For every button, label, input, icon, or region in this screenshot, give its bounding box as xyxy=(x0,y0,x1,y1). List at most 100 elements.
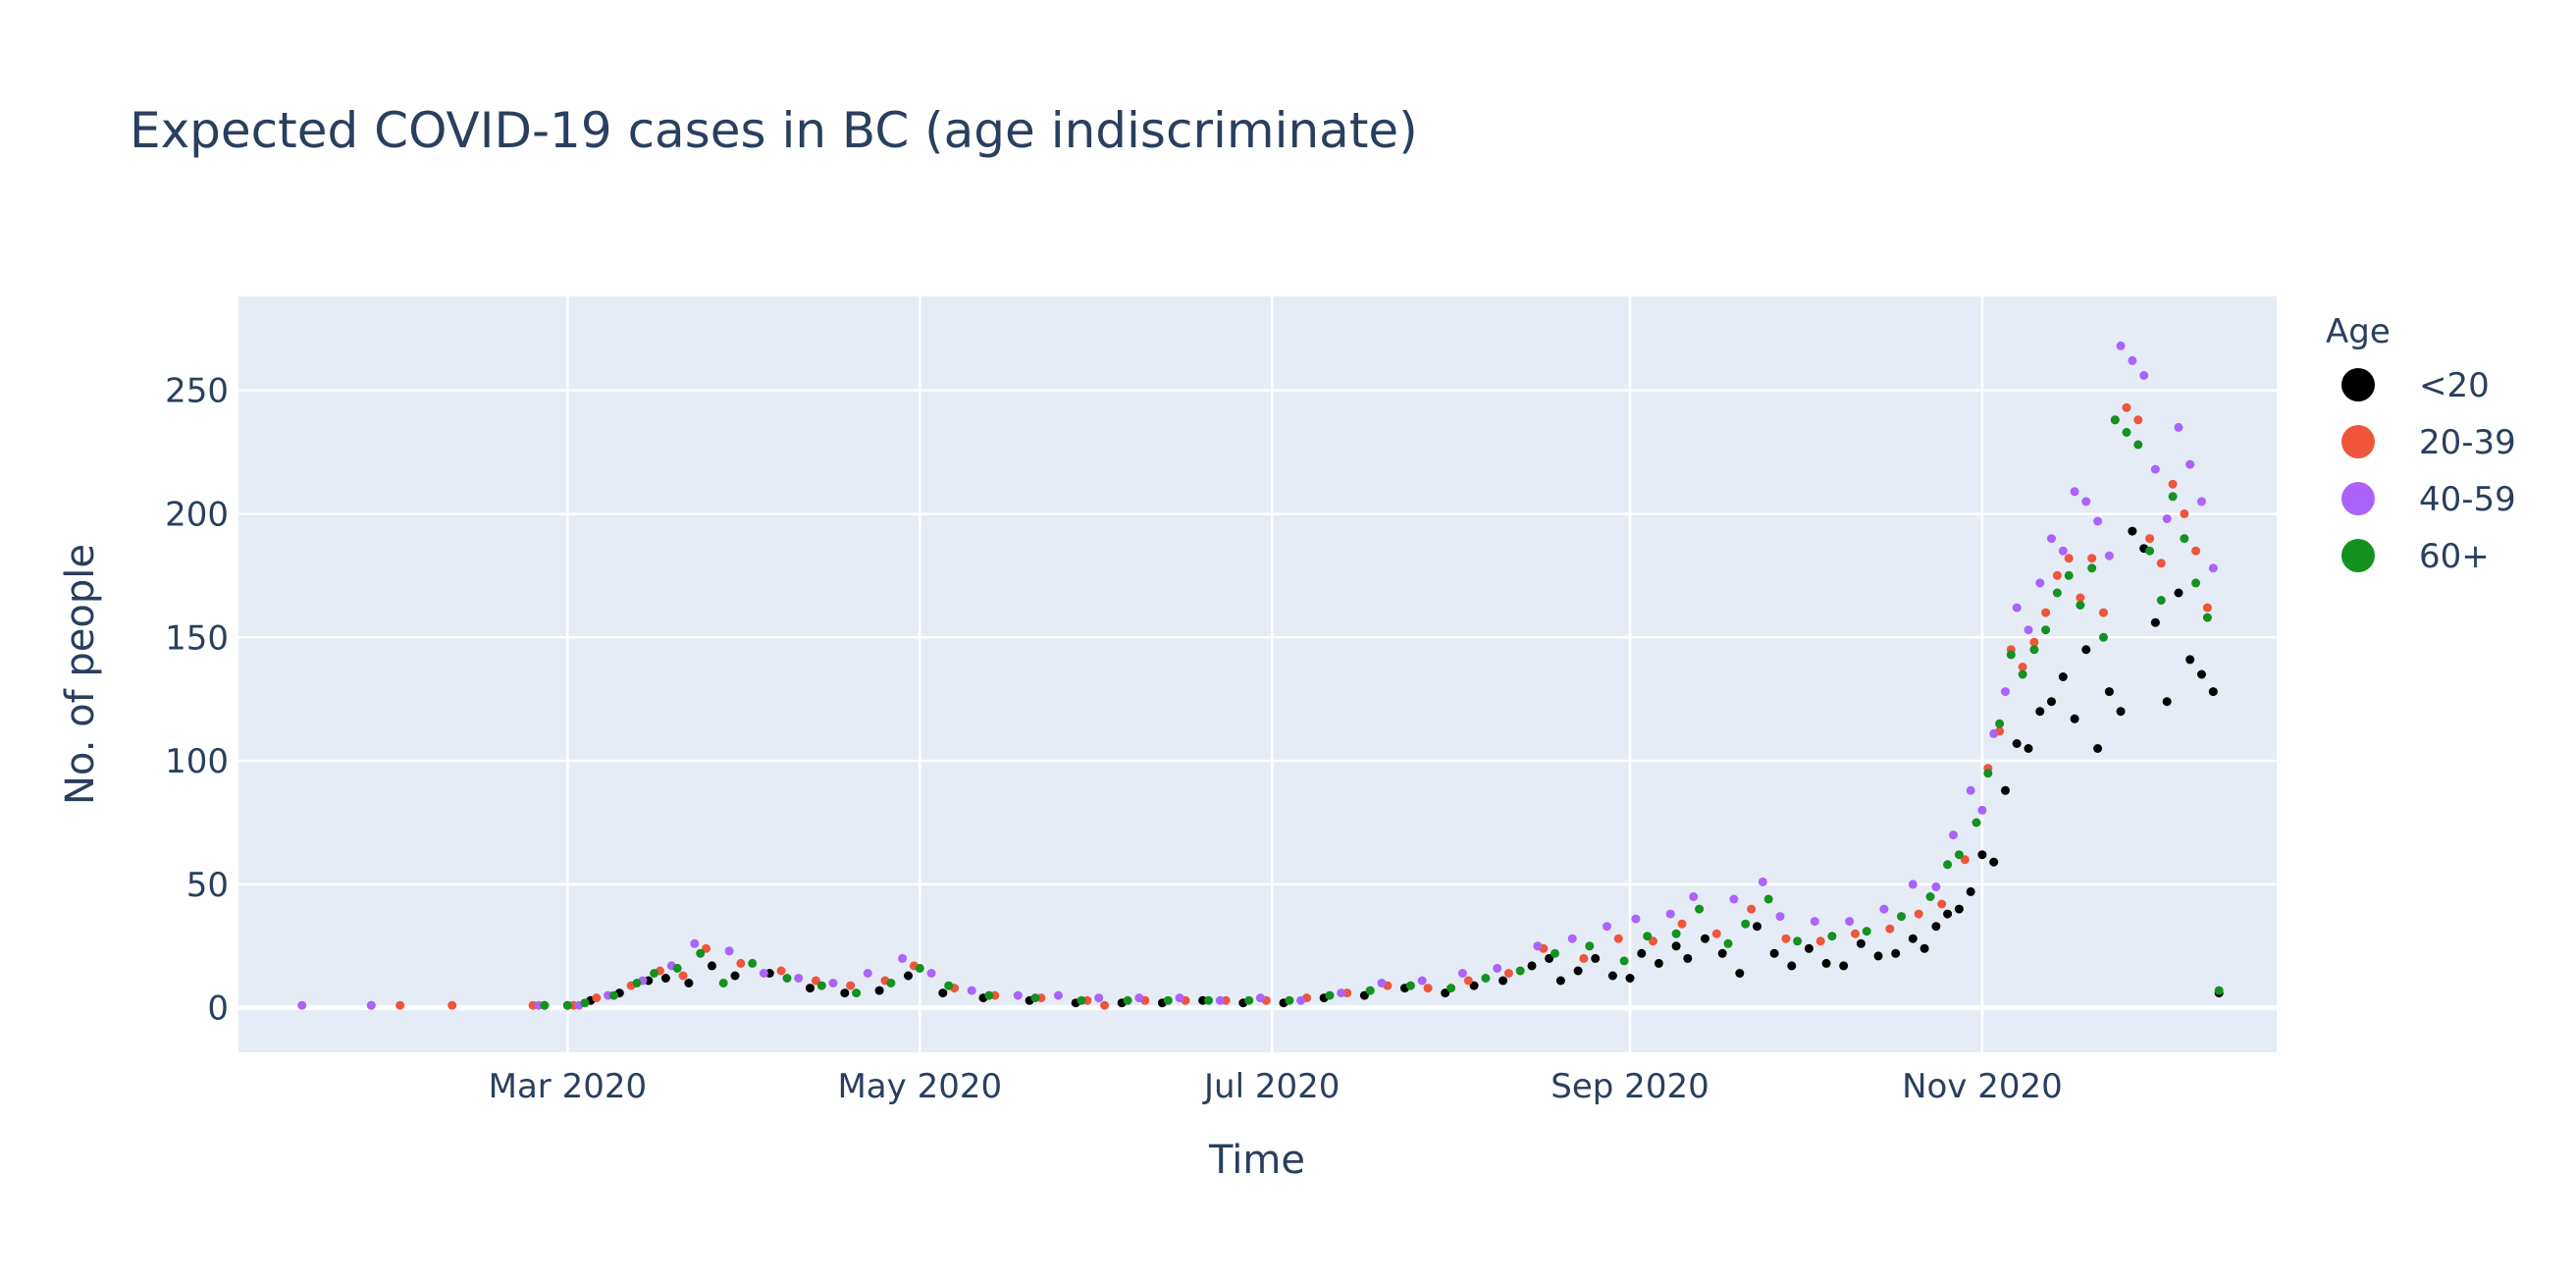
data-point xyxy=(2168,479,2178,489)
data-point xyxy=(2052,570,2062,580)
data-point xyxy=(874,986,884,995)
data-point xyxy=(2168,492,2178,502)
y-tick-label: 100 xyxy=(165,742,229,781)
data-point xyxy=(1325,990,1335,1000)
data-point xyxy=(1741,919,1751,929)
data-point xyxy=(2018,669,2027,679)
y-tick-label: 250 xyxy=(165,372,229,411)
data-point xyxy=(1897,912,1906,922)
data-point xyxy=(2139,371,2149,380)
data-point xyxy=(2018,663,2027,671)
data-point xyxy=(718,979,728,987)
data-point xyxy=(2076,593,2085,603)
x-tick-label: Mar 2020 xyxy=(489,1067,647,1106)
data-point xyxy=(1603,922,1611,932)
legend-item[interactable]: 40-59 xyxy=(2341,480,2516,519)
data-point xyxy=(816,981,826,990)
data-point xyxy=(1839,961,1849,971)
data-point xyxy=(2133,440,2143,450)
data-point xyxy=(1954,850,1964,860)
data-point xyxy=(2076,601,2085,610)
data-point xyxy=(1683,953,1693,963)
data-point xyxy=(2029,645,2039,655)
data-point xyxy=(2081,645,2091,655)
data-point xyxy=(2029,637,2039,647)
data-point xyxy=(1215,995,1225,1005)
data-point xyxy=(2052,588,2062,598)
y-tick-label: 0 xyxy=(207,989,229,1029)
data-point xyxy=(1094,993,1104,1003)
data-point xyxy=(1654,958,1663,968)
data-point xyxy=(592,993,602,1003)
data-point xyxy=(1862,927,1871,936)
data-point xyxy=(1013,990,1023,1000)
data-point xyxy=(1545,953,1554,963)
data-point xyxy=(811,976,820,986)
legend-label: 60+ xyxy=(2419,537,2490,576)
data-point xyxy=(2174,588,2183,598)
legend-item[interactable]: <20 xyxy=(2341,366,2490,405)
data-points xyxy=(297,341,2224,1010)
data-point xyxy=(1977,805,1987,815)
data-point xyxy=(828,979,838,987)
data-point xyxy=(1551,948,1559,958)
data-point xyxy=(1775,912,1785,922)
data-point xyxy=(2012,739,2022,748)
data-point xyxy=(2001,785,2010,795)
data-point xyxy=(2202,613,2212,622)
data-point xyxy=(2214,986,2224,995)
data-point xyxy=(1637,948,1647,958)
tick-labels: 0 50 100 150 200 250 Mar 2020 May 2020 Jul 2020 S… xyxy=(165,372,2063,1106)
data-point xyxy=(1296,995,1306,1005)
data-point xyxy=(702,943,711,953)
data-point xyxy=(1815,936,1825,946)
data-point xyxy=(2001,687,2010,697)
data-point xyxy=(1689,892,1699,901)
data-point xyxy=(1908,880,1918,889)
legend-item[interactable]: 20-39 xyxy=(2341,423,2516,462)
data-point xyxy=(1723,938,1733,948)
data-point xyxy=(1377,979,1387,987)
data-point xyxy=(724,946,734,956)
data-point xyxy=(297,1000,307,1010)
data-point xyxy=(2162,514,2172,523)
data-point xyxy=(794,974,804,983)
data-point xyxy=(730,971,740,981)
legend-label: <20 xyxy=(2419,366,2490,405)
data-point xyxy=(1949,830,1958,840)
data-point xyxy=(1856,938,1866,948)
data-point xyxy=(1204,995,1213,1005)
data-point xyxy=(1503,969,1513,978)
legend[interactable]: Age <20 20-39 40-59 60+ xyxy=(2326,312,2516,576)
data-point xyxy=(1821,958,1831,968)
data-point xyxy=(2087,554,2097,563)
legend-marker xyxy=(2341,425,2375,458)
data-point xyxy=(886,979,896,987)
data-point xyxy=(2156,596,2166,605)
data-point xyxy=(984,990,994,1000)
data-point xyxy=(1931,881,1941,891)
data-point xyxy=(2208,563,2218,573)
data-point xyxy=(2116,707,2126,717)
data-point xyxy=(2064,554,2074,563)
data-point xyxy=(2150,464,2160,474)
data-point xyxy=(915,963,924,973)
data-point xyxy=(2197,669,2206,679)
data-point xyxy=(2128,355,2137,365)
data-point xyxy=(1763,894,1773,904)
data-point xyxy=(852,988,862,998)
series-group xyxy=(297,341,2218,1010)
data-point xyxy=(944,981,954,990)
x-axis-title: Time xyxy=(1208,1138,1305,1183)
data-point xyxy=(1954,904,1964,914)
data-point xyxy=(1417,976,1427,986)
data-point xyxy=(1533,941,1543,951)
data-point xyxy=(1631,914,1641,924)
legend-item[interactable]: 60+ xyxy=(2341,537,2490,576)
data-point xyxy=(2162,697,2172,707)
data-point xyxy=(1585,941,1595,951)
data-point xyxy=(1469,981,1479,990)
data-point xyxy=(2041,608,2051,617)
legend-marker xyxy=(2341,368,2375,401)
data-point xyxy=(1793,936,1803,946)
